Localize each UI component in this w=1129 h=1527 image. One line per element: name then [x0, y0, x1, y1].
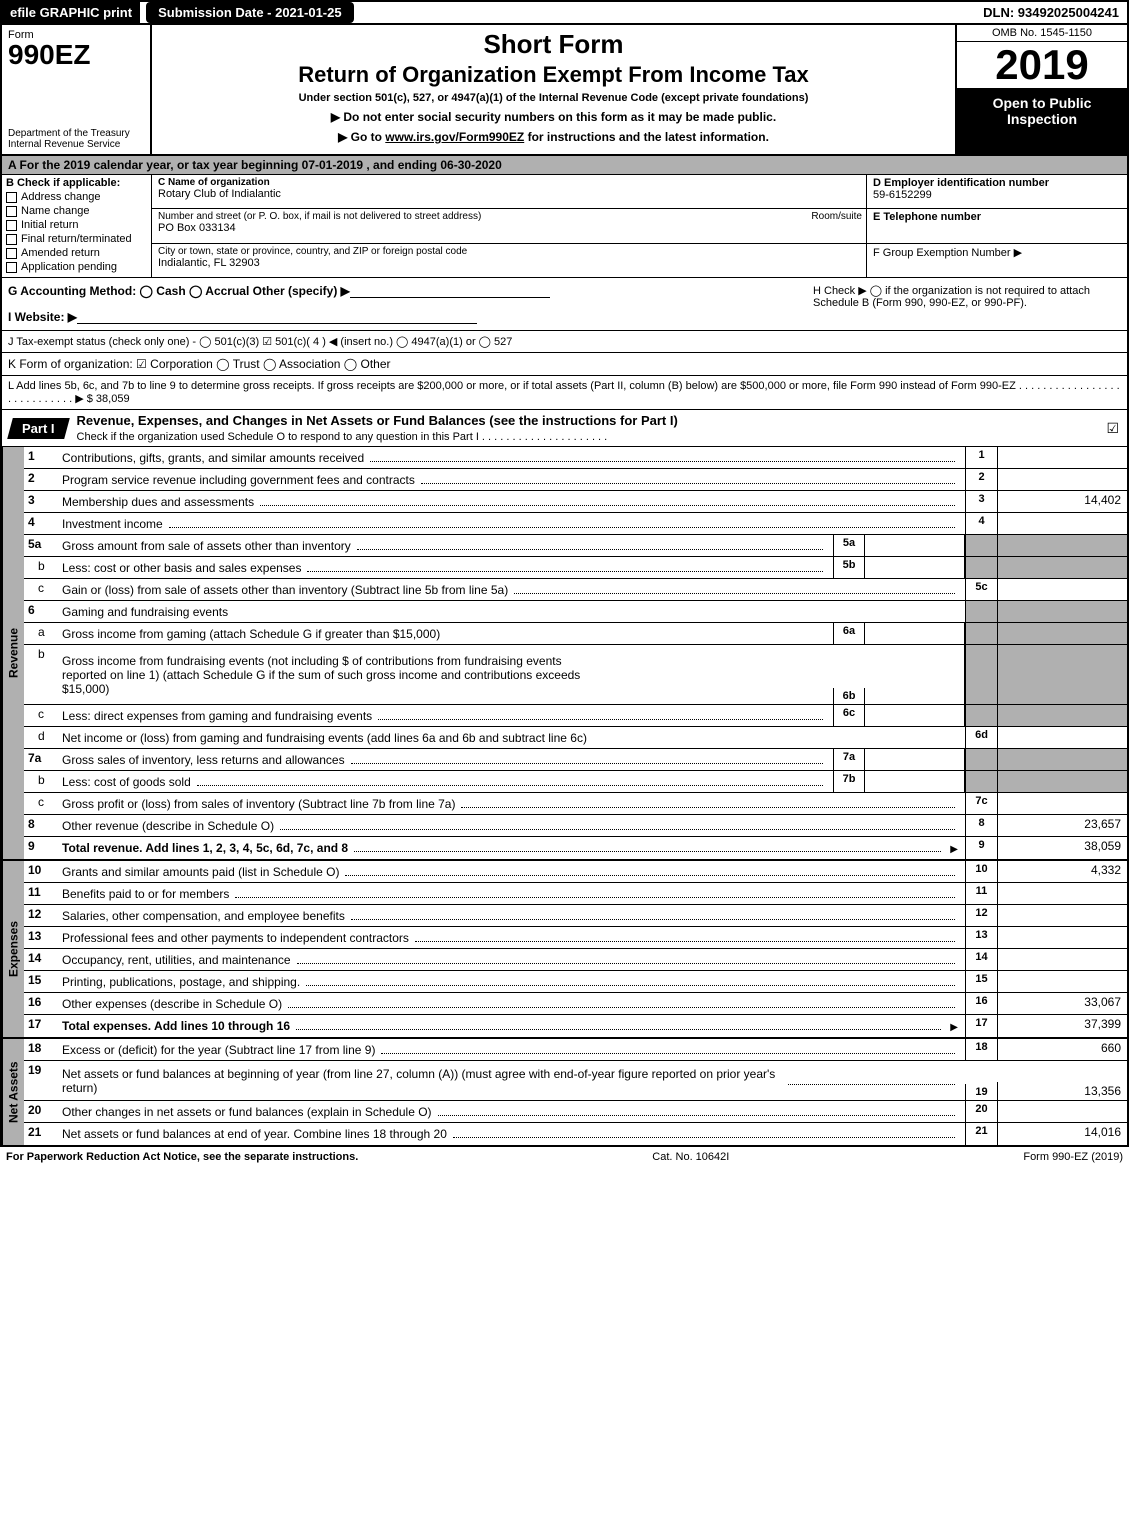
footer-left: For Paperwork Reduction Act Notice, see … — [6, 1151, 358, 1163]
return-title: Return of Organization Exempt From Incom… — [162, 62, 945, 88]
line-13: 13Professional fees and other payments t… — [24, 927, 1127, 949]
expenses-table: Expenses 10Grants and similar amounts pa… — [0, 861, 1129, 1039]
b-title: B Check if applicable: — [6, 177, 147, 189]
tax-year: 2019 — [957, 42, 1127, 89]
line-5b: bLess: cost or other basis and sales exp… — [24, 557, 1127, 579]
section-bcdef: B Check if applicable: Address change Na… — [0, 175, 1129, 278]
header-center: Short Form Return of Organization Exempt… — [152, 25, 957, 154]
open-to-public: Open to Public Inspection — [957, 89, 1127, 154]
arrow-icon — [947, 841, 961, 855]
part1-schedule-o-checkbox[interactable]: ☑ — [1106, 420, 1119, 437]
col-def: D Employer identification number 59-6152… — [867, 175, 1127, 277]
top-bar: efile GRAPHIC print Submission Date - 20… — [0, 0, 1129, 23]
c-city-label: City or town, state or province, country… — [158, 246, 860, 257]
line-6b: bGross income from fundraising events (n… — [24, 645, 1127, 705]
side-expenses: Expenses — [2, 861, 24, 1037]
chk-address-change[interactable] — [6, 192, 17, 203]
line-5c: cGain or (loss) from sale of assets othe… — [24, 579, 1127, 601]
dept-irs: Internal Revenue Service — [8, 139, 144, 150]
dept-treasury: Department of the Treasury — [8, 128, 144, 139]
line-6: 6Gaming and fundraising events — [24, 601, 1127, 623]
part1-header: Part I Revenue, Expenses, and Changes in… — [0, 410, 1129, 447]
room-suite-label: Room/suite — [811, 211, 862, 222]
page-footer: For Paperwork Reduction Act Notice, see … — [0, 1147, 1129, 1166]
line-6d: dNet income or (loss) from gaming and fu… — [24, 727, 1127, 749]
c-street-label: Number and street (or P. O. box, if mail… — [158, 211, 860, 222]
instr-ssn: ▶ Do not enter social security numbers o… — [162, 110, 945, 124]
part1-label: Part I — [7, 418, 69, 439]
form-header: Form 990EZ Department of the Treasury In… — [0, 23, 1129, 156]
line-20: 20Other changes in net assets or fund ba… — [24, 1101, 1127, 1123]
line-16: 16Other expenses (describe in Schedule O… — [24, 993, 1127, 1015]
form-number: 990EZ — [8, 41, 144, 69]
d-label: D Employer identification number — [873, 177, 1121, 189]
chk-initial-return[interactable] — [6, 220, 17, 231]
chk-name-change[interactable] — [6, 206, 17, 217]
g-accounting-method: G Accounting Method: ◯ Cash ◯ Accrual Ot… — [8, 284, 801, 298]
col-c: C Name of organization Rotary Club of In… — [152, 175, 867, 277]
row-l-gross-receipts: L Add lines 5b, 6c, and 7b to line 9 to … — [0, 376, 1129, 410]
line-2: 2Program service revenue including gover… — [24, 469, 1127, 491]
c-city-value: Indialantic, FL 32903 — [158, 257, 860, 269]
chk-application-pending[interactable] — [6, 262, 17, 273]
line-7a: 7aGross sales of inventory, less returns… — [24, 749, 1127, 771]
header-right: OMB No. 1545-1150 2019 Open to Public In… — [957, 25, 1127, 154]
f-label: F Group Exemption Number ▶ — [873, 246, 1121, 259]
d-value: 59-6152299 — [873, 189, 1121, 201]
row-k-form-org: K Form of organization: ☑ Corporation ◯ … — [0, 353, 1129, 376]
irs-link[interactable]: www.irs.gov/Form990EZ — [385, 130, 524, 144]
instr-goto: ▶ Go to www.irs.gov/Form990EZ for instru… — [162, 130, 945, 144]
c-name-label: C Name of organization — [158, 177, 860, 188]
side-revenue: Revenue — [2, 447, 24, 859]
c-name-value: Rotary Club of Indialantic — [158, 188, 860, 200]
line-6a: aGross income from gaming (attach Schedu… — [24, 623, 1127, 645]
line-17: 17Total expenses. Add lines 10 through 1… — [24, 1015, 1127, 1037]
line-19: 19Net assets or fund balances at beginni… — [24, 1061, 1127, 1101]
line-14: 14Occupancy, rent, utilities, and mainte… — [24, 949, 1127, 971]
header-subtitle: Under section 501(c), 527, or 4947(a)(1)… — [162, 92, 945, 104]
part1-title: Revenue, Expenses, and Changes in Net As… — [67, 410, 1107, 446]
line-6c: cLess: direct expenses from gaming and f… — [24, 705, 1127, 727]
header-left: Form 990EZ Department of the Treasury In… — [2, 25, 152, 154]
line-15: 15Printing, publications, postage, and s… — [24, 971, 1127, 993]
line-10: 10Grants and similar amounts paid (list … — [24, 861, 1127, 883]
line-4: 4Investment income4 — [24, 513, 1127, 535]
e-label: E Telephone number — [873, 211, 1121, 223]
i-website-label: I Website: ▶ — [8, 310, 77, 324]
omb-number: OMB No. 1545-1150 — [957, 25, 1127, 42]
footer-right: Form 990-EZ (2019) — [1023, 1151, 1123, 1163]
revenue-table: Revenue 1Contributions, gifts, grants, a… — [0, 447, 1129, 861]
row-gh: G Accounting Method: ◯ Cash ◯ Accrual Ot… — [0, 278, 1129, 331]
h-schedule-b: H Check ▶ ◯ if the organization is not r… — [807, 278, 1127, 330]
row-j-tax-exempt: J Tax-exempt status (check only one) - ◯… — [0, 331, 1129, 353]
short-form-title: Short Form — [162, 29, 945, 60]
net-assets-table: Net Assets 18Excess or (deficit) for the… — [0, 1039, 1129, 1147]
col-b-checkboxes: B Check if applicable: Address change Na… — [2, 175, 152, 277]
line-9: 9Total revenue. Add lines 1, 2, 3, 4, 5c… — [24, 837, 1127, 859]
side-net-assets: Net Assets — [2, 1039, 24, 1145]
c-street-value: PO Box 033134 — [158, 222, 860, 234]
chk-amended-return[interactable] — [6, 248, 17, 259]
line-12: 12Salaries, other compensation, and empl… — [24, 905, 1127, 927]
chk-final-return[interactable] — [6, 234, 17, 245]
dln-label: DLN: 93492025004241 — [975, 2, 1127, 23]
line-3: 3Membership dues and assessments314,402 — [24, 491, 1127, 513]
line-7b: bLess: cost of goods sold7b — [24, 771, 1127, 793]
line-21: 21Net assets or fund balances at end of … — [24, 1123, 1127, 1145]
footer-center: Cat. No. 10642I — [358, 1151, 1023, 1163]
row-a-tax-year: A For the 2019 calendar year, or tax yea… — [0, 156, 1129, 175]
submission-date-button[interactable]: Submission Date - 2021-01-25 — [146, 2, 354, 23]
line-11: 11Benefits paid to or for members11 — [24, 883, 1127, 905]
line-1: 1Contributions, gifts, grants, and simil… — [24, 447, 1127, 469]
efile-label[interactable]: efile GRAPHIC print — [2, 2, 140, 23]
line-8: 8Other revenue (describe in Schedule O)8… — [24, 815, 1127, 837]
line-5a: 5aGross amount from sale of assets other… — [24, 535, 1127, 557]
line-18: 18Excess or (deficit) for the year (Subt… — [24, 1039, 1127, 1061]
arrow-icon — [947, 1019, 961, 1033]
line-7c: cGross profit or (loss) from sales of in… — [24, 793, 1127, 815]
